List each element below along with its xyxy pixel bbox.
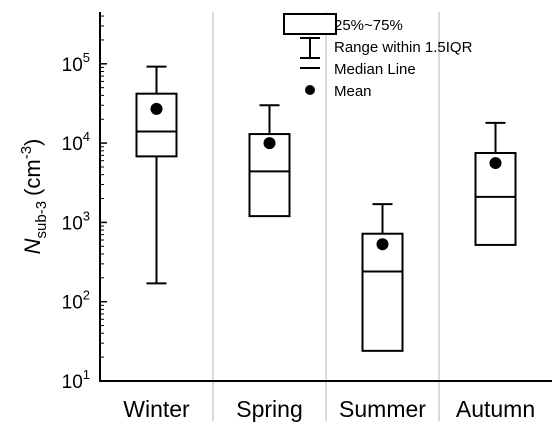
- y-tick-label: 103: [62, 208, 90, 234]
- y-tick-base: 10: [62, 213, 83, 234]
- y-tick-exponent: 2: [83, 288, 90, 303]
- legend-box-symbol: [283, 13, 337, 35]
- y-label-unit-close: ): [20, 139, 45, 146]
- y-tick-label: 101: [62, 367, 90, 393]
- y-tick-exponent: 3: [83, 208, 90, 223]
- y-label-subscript: sub-3: [33, 201, 50, 239]
- box-spring: [248, 104, 291, 218]
- box-autumn: [474, 121, 517, 246]
- mean-marker: [376, 238, 389, 251]
- legend-label: Median Line: [334, 61, 416, 78]
- y-tick-base: 10: [62, 55, 83, 76]
- category-label: Winter: [123, 396, 190, 422]
- box-summer: [361, 203, 404, 352]
- legend-mean-symbol: [305, 85, 315, 95]
- legend: 25%~75% Range within 1.5IQR Median Line Mea…: [283, 13, 473, 100]
- iqr-box: [135, 92, 178, 158]
- y-label-main: N: [20, 238, 45, 254]
- mean-marker: [489, 157, 502, 170]
- y-tick-exponent: 4: [83, 129, 90, 144]
- y-tick-exponent: 1: [83, 367, 90, 382]
- box-winter: [135, 65, 178, 285]
- mean-marker: [150, 102, 163, 115]
- mean-marker: [263, 137, 276, 150]
- y-tick-base: 10: [62, 134, 83, 155]
- category-label: Summer: [339, 396, 426, 422]
- y-axis-label: Nsub-3 (cm-3): [18, 139, 50, 255]
- category-label: Autumn: [456, 396, 535, 422]
- y-tick-label: 104: [62, 129, 90, 155]
- legend-label: Range within 1.5IQR: [334, 39, 473, 56]
- legend-label: 25%~75%: [334, 17, 403, 34]
- iqr-box: [361, 232, 404, 352]
- y-tick-label: 102: [62, 288, 90, 314]
- legend-label: Mean: [334, 83, 372, 100]
- y-label-unit-exponent: -3: [18, 146, 35, 159]
- y-tick-base: 10: [62, 293, 83, 314]
- y-label-unit: (cm: [20, 159, 45, 196]
- category-label: Spring: [236, 396, 302, 422]
- y-tick-base: 10: [62, 372, 83, 393]
- y-tick-label: 105: [62, 50, 90, 76]
- y-tick-exponent: 5: [83, 50, 90, 65]
